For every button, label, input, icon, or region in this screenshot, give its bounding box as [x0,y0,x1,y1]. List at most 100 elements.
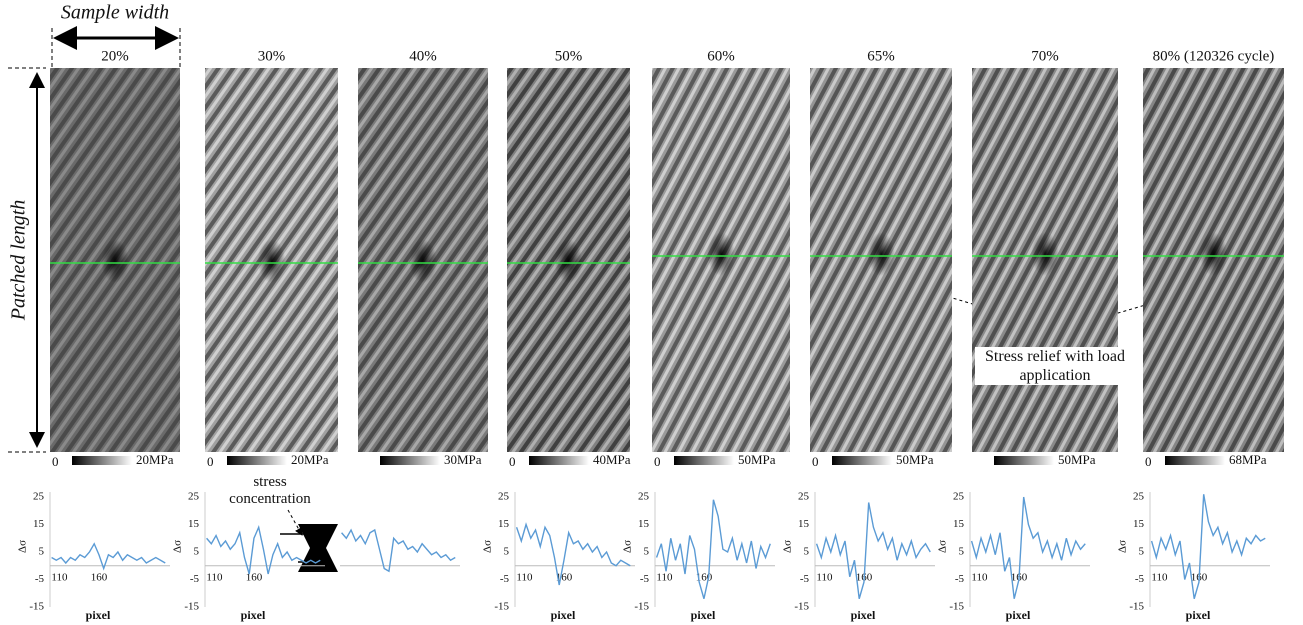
colorbar [529,456,589,465]
y-tick-label: -5 [800,573,810,585]
colorbar [72,456,132,465]
profile-curve [51,542,166,571]
panel-label: 50% [555,48,583,64]
profile-curve [1150,494,1266,599]
colorbar-max: 68MPa [1229,452,1267,467]
colorbar-max: 20MPa [136,452,174,467]
x-axis-label: pixel [691,608,716,622]
colorbar-min: 0 [52,454,59,469]
defect [1199,232,1228,276]
y-tick-label: 25 [188,491,200,503]
y-axis-label: Δσ [172,540,184,553]
y-tick-label: -15 [29,601,44,613]
colorbar-max: 50MPa [738,452,776,467]
y-axis-label: Δσ [482,540,494,553]
x-axis-label: pixel [1006,608,1031,622]
y-tick-label: -5 [955,573,965,585]
y-tick-label: -15 [794,601,809,613]
y-tick-label: 5 [959,546,965,558]
panel-label: 80% (120326 cycle) [1153,48,1275,64]
y-tick-label: -5 [500,573,510,585]
panel-label: 20% [101,48,129,64]
x-tick-label: 110 [206,571,223,583]
y-tick-label: -15 [634,601,649,613]
colorbar-min: 0 [207,454,214,469]
y-tick-label: -15 [949,601,964,613]
panel-label: 70% [1031,48,1059,64]
profile-curve [655,499,771,599]
x-axis-label: pixel [551,608,576,622]
profile-curve [515,522,631,586]
panel-label: 40% [409,48,437,64]
y-tick-label: -5 [35,573,45,585]
colorbar [994,456,1054,465]
y-tick-label: 15 [33,518,45,530]
y-tick-label: -5 [1135,573,1145,585]
y-tick-label: -15 [494,601,509,613]
concentration-arrow [287,509,303,536]
defect [257,239,286,283]
patched-length-label: Patched length [8,200,30,322]
colorbar-min: 0 [812,454,819,469]
y-tick-label: 25 [1133,491,1145,503]
panel-label: 30% [258,48,286,64]
defect [554,239,583,283]
y-axis-label: Δσ [782,540,794,553]
y-tick-label: 5 [194,546,200,558]
stress-relief-note: Stress relief with load application [975,347,1135,385]
y-axis-label: Δσ [937,540,949,553]
x-tick-label: 110 [51,571,68,583]
defect [707,232,735,276]
x-tick-label: 110 [816,571,833,583]
x-tick-label: 110 [1151,571,1168,583]
x-axis-label: pixel [851,608,876,622]
y-tick-label: 25 [33,491,45,503]
y-tick-label: 25 [798,491,810,503]
y-tick-label: -5 [190,573,200,585]
y-axis-label: Δσ [17,540,29,553]
y-tick-label: 15 [798,518,810,530]
colorbar [380,456,440,465]
x-axis-label: pixel [241,608,266,622]
x-tick-label: 110 [971,571,988,583]
colorbar [674,456,734,465]
colorbar-min: 0 [509,454,516,469]
sample-width-label: Sample width [61,2,169,24]
y-tick-label: 5 [804,546,810,558]
y-axis-label: Δσ [622,540,634,553]
y-tick-label: 15 [498,518,510,530]
defect [409,239,437,283]
y-tick-label: -5 [640,573,650,585]
defect [101,239,129,283]
y-tick-label: -15 [1129,601,1144,613]
y-tick-label: -15 [184,601,199,613]
y-tick-label: 15 [188,518,200,530]
y-tick-label: 15 [953,518,965,530]
y-tick-label: 5 [39,546,45,558]
profile-curve [970,496,1086,599]
profile-curve [341,528,456,573]
colorbar-max: 30MPa [444,452,482,467]
colorbar [832,456,892,465]
y-tick-label: 5 [1139,546,1145,558]
y-tick-label: 25 [498,491,510,503]
y-tick-label: 5 [504,546,510,558]
relief-arrow [1059,280,1225,331]
colorbar [1165,456,1225,465]
defect [1031,232,1059,276]
y-tick-label: 15 [1133,518,1145,530]
x-tick-label: 110 [516,571,533,583]
colorbar-max: 50MPa [1058,452,1096,467]
x-tick-label: 110 [656,571,673,583]
panel-label: 65% [867,48,895,64]
y-axis-label: Δσ [1117,540,1129,553]
y-tick-label: 5 [644,546,650,558]
stress-concentration-note: stress concentration [229,474,311,507]
colorbar-max: 50MPa [896,452,934,467]
colorbar-max: 20MPa [291,452,329,467]
x-axis-label: pixel [1186,608,1211,622]
panel-label: 60% [707,48,735,64]
x-tick-label: 160 [91,571,108,583]
defect [867,232,895,276]
